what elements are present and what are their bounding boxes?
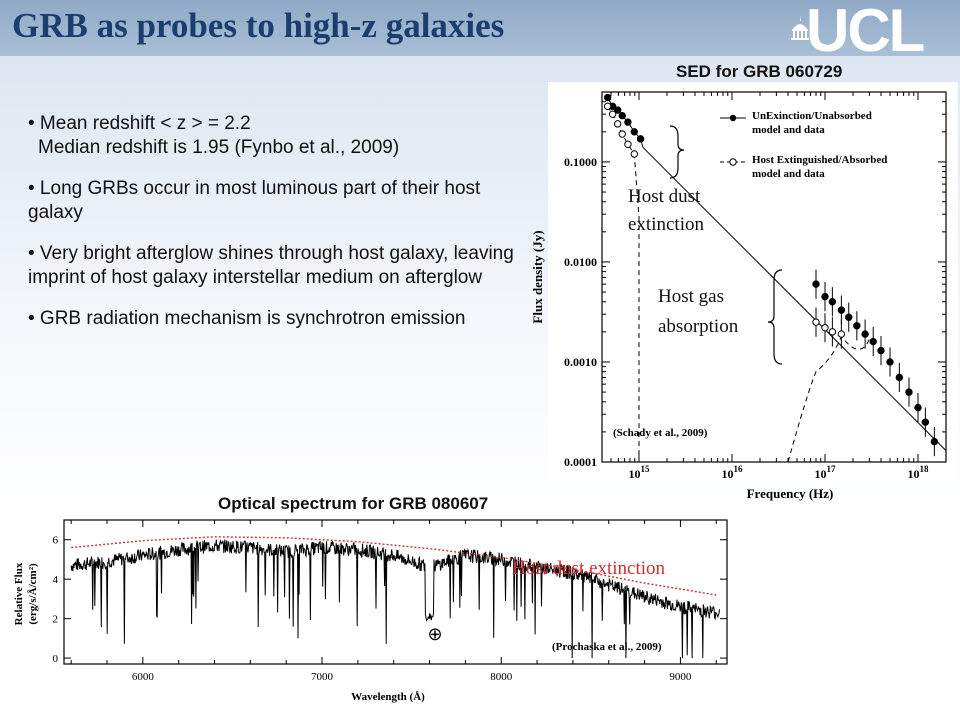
- sed-y-axis-label: Flux density (Jy): [530, 230, 545, 323]
- sed-data-point: [853, 322, 861, 330]
- sed-data-point: [921, 418, 930, 426]
- sed-data-point: [618, 130, 626, 138]
- sed-chart: 0.0001 0.0010 0.0100 0.1000 1015 1016 1017 101…: [530, 82, 958, 501]
- sed-data-point: [905, 388, 913, 396]
- sed-x-axis-label: Frequency (Hz): [747, 486, 834, 501]
- sed-data-point: [812, 280, 820, 288]
- spectrum-y-tick-label: 0: [53, 653, 59, 665]
- sed-dust-brace: [669, 125, 685, 179]
- sed-legend-marker-absorbed: [729, 158, 737, 166]
- spectrum-citation: (Prochaska et al., 2009): [552, 641, 662, 653]
- sed-data-point: [821, 324, 829, 332]
- sed-x-tick-label: 1017: [815, 464, 837, 481]
- spectrum-plot-frame: [63, 519, 728, 665]
- spectrum-y-axis-label: Relative Flux (erg/s/Å/cm²): [13, 562, 39, 625]
- slide-title: GRB as probes to high-z galaxies: [12, 6, 505, 45]
- sed-data-point: [869, 337, 877, 346]
- bullet-long-grbs: • Long GRBs occur in most luminous part …: [28, 178, 481, 223]
- spectrum-x-tick-label: 8000: [490, 671, 513, 683]
- spectrum-x-tick-label: 7000: [311, 671, 334, 683]
- sed-data-point: [624, 140, 632, 149]
- sed-gas-brace: [767, 269, 783, 365]
- sed-data-point: [877, 346, 885, 355]
- spectrum-extinction-model: [71, 536, 717, 596]
- bullet-redshift-mean: • Mean redshift < z > = 2.2: [28, 113, 251, 134]
- sed-data-point: [821, 292, 829, 301]
- sed-data-point: [828, 328, 837, 336]
- spectrum-annotation-dust: Host dust extinction: [512, 558, 666, 579]
- ucl-dome-icon: [791, 16, 809, 40]
- spectrum-y-tick-label: 6: [53, 535, 59, 547]
- sed-data-point: [886, 358, 894, 366]
- bullet-redshift: • Mean redshift < z > = 2.2 Median redsh…: [28, 112, 528, 160]
- spectrum-chart: 0 2 4 6 6000 7000 8000 9000 Host dust extincti…: [13, 516, 728, 704]
- sed-annotation-gas: Host gas absorption: [658, 286, 739, 337]
- sed-model-unabsorbed: [642, 146, 947, 451]
- spectrum-y-tick-label: 2: [53, 614, 59, 626]
- ucl-logo-text: UCL: [806, 0, 925, 64]
- sed-data-point: [812, 318, 820, 326]
- sed-data-point: [828, 298, 837, 306]
- spectrum-x-tick-label: 9000: [669, 671, 692, 683]
- sed-data-point: [837, 306, 846, 314]
- sed-data-point: [624, 118, 632, 126]
- telluric-earth-icon: ⊕: [427, 624, 442, 644]
- sed-data-point: [895, 373, 904, 382]
- sed-x-tick-label: 1016: [722, 464, 744, 481]
- sed-data-point: [861, 330, 869, 338]
- sed-y-tick-label: 0.1000: [564, 155, 597, 169]
- sed-x-tick-label: 1015: [629, 464, 651, 481]
- sed-y-tick-label: 0.0100: [564, 255, 597, 269]
- bullet-afterglow: • Very bright afterglow shines through h…: [28, 243, 514, 288]
- sed-data-point: [613, 120, 622, 128]
- bullet-redshift-median: Median redshift is 1.95 (Fynbo et al., 2…: [38, 137, 400, 158]
- sed-legend-label-unabsorbed: UnExinction/Unabsorbed model and data: [752, 110, 872, 136]
- sed-data-point: [845, 313, 853, 321]
- spectrum-line: [70, 539, 720, 659]
- ucl-logo: UCL: [790, 0, 950, 64]
- sed-x-tick-label: 1018: [908, 464, 930, 481]
- sed-data-point: [930, 437, 939, 446]
- sed-data-point: [613, 106, 622, 114]
- spectrum-x-tick-label: 6000: [132, 671, 155, 683]
- sed-y-tick-label: 0.0010: [564, 355, 597, 369]
- sed-data-point: [603, 93, 612, 102]
- sed-model-xray-absorbed: [787, 335, 870, 463]
- sed-data-point: [608, 110, 617, 118]
- sed-data-point: [630, 150, 639, 158]
- sed-legend-marker-unabsorbed: [729, 114, 737, 122]
- sed-data-point: [837, 330, 846, 338]
- spectrum-y-tick-label: 4: [53, 574, 59, 586]
- bullet-synchrotron: • GRB radiation mechanism is synchrotron…: [28, 308, 466, 329]
- bullet-list: • Mean redshift < z > = 2.2 Median redsh…: [28, 112, 528, 348]
- sed-legend: UnExinction/Unabsorbed model and data Hos…: [720, 110, 887, 180]
- sed-data-point: [636, 135, 645, 143]
- sed-legend-label-absorbed: Host Extinguished/Absorbed model and data: [752, 154, 887, 180]
- sed-data-point: [914, 403, 922, 412]
- sed-y-tick-label: 0.0001: [564, 455, 597, 469]
- sed-data-point: [630, 128, 639, 136]
- sed-data-point: [618, 111, 626, 120]
- spectrum-chart-title: Optical spectrum for GRB 080607: [218, 494, 489, 513]
- sed-data-point: [603, 102, 612, 110]
- sed-citation: (Schady et al., 2009): [613, 427, 708, 439]
- sed-annotation-dust: Host dust extinction: [628, 186, 704, 235]
- sed-chart-title: SED for GRB 060729: [676, 62, 843, 81]
- spectrum-x-axis-label: Wavelength (Å): [351, 691, 425, 703]
